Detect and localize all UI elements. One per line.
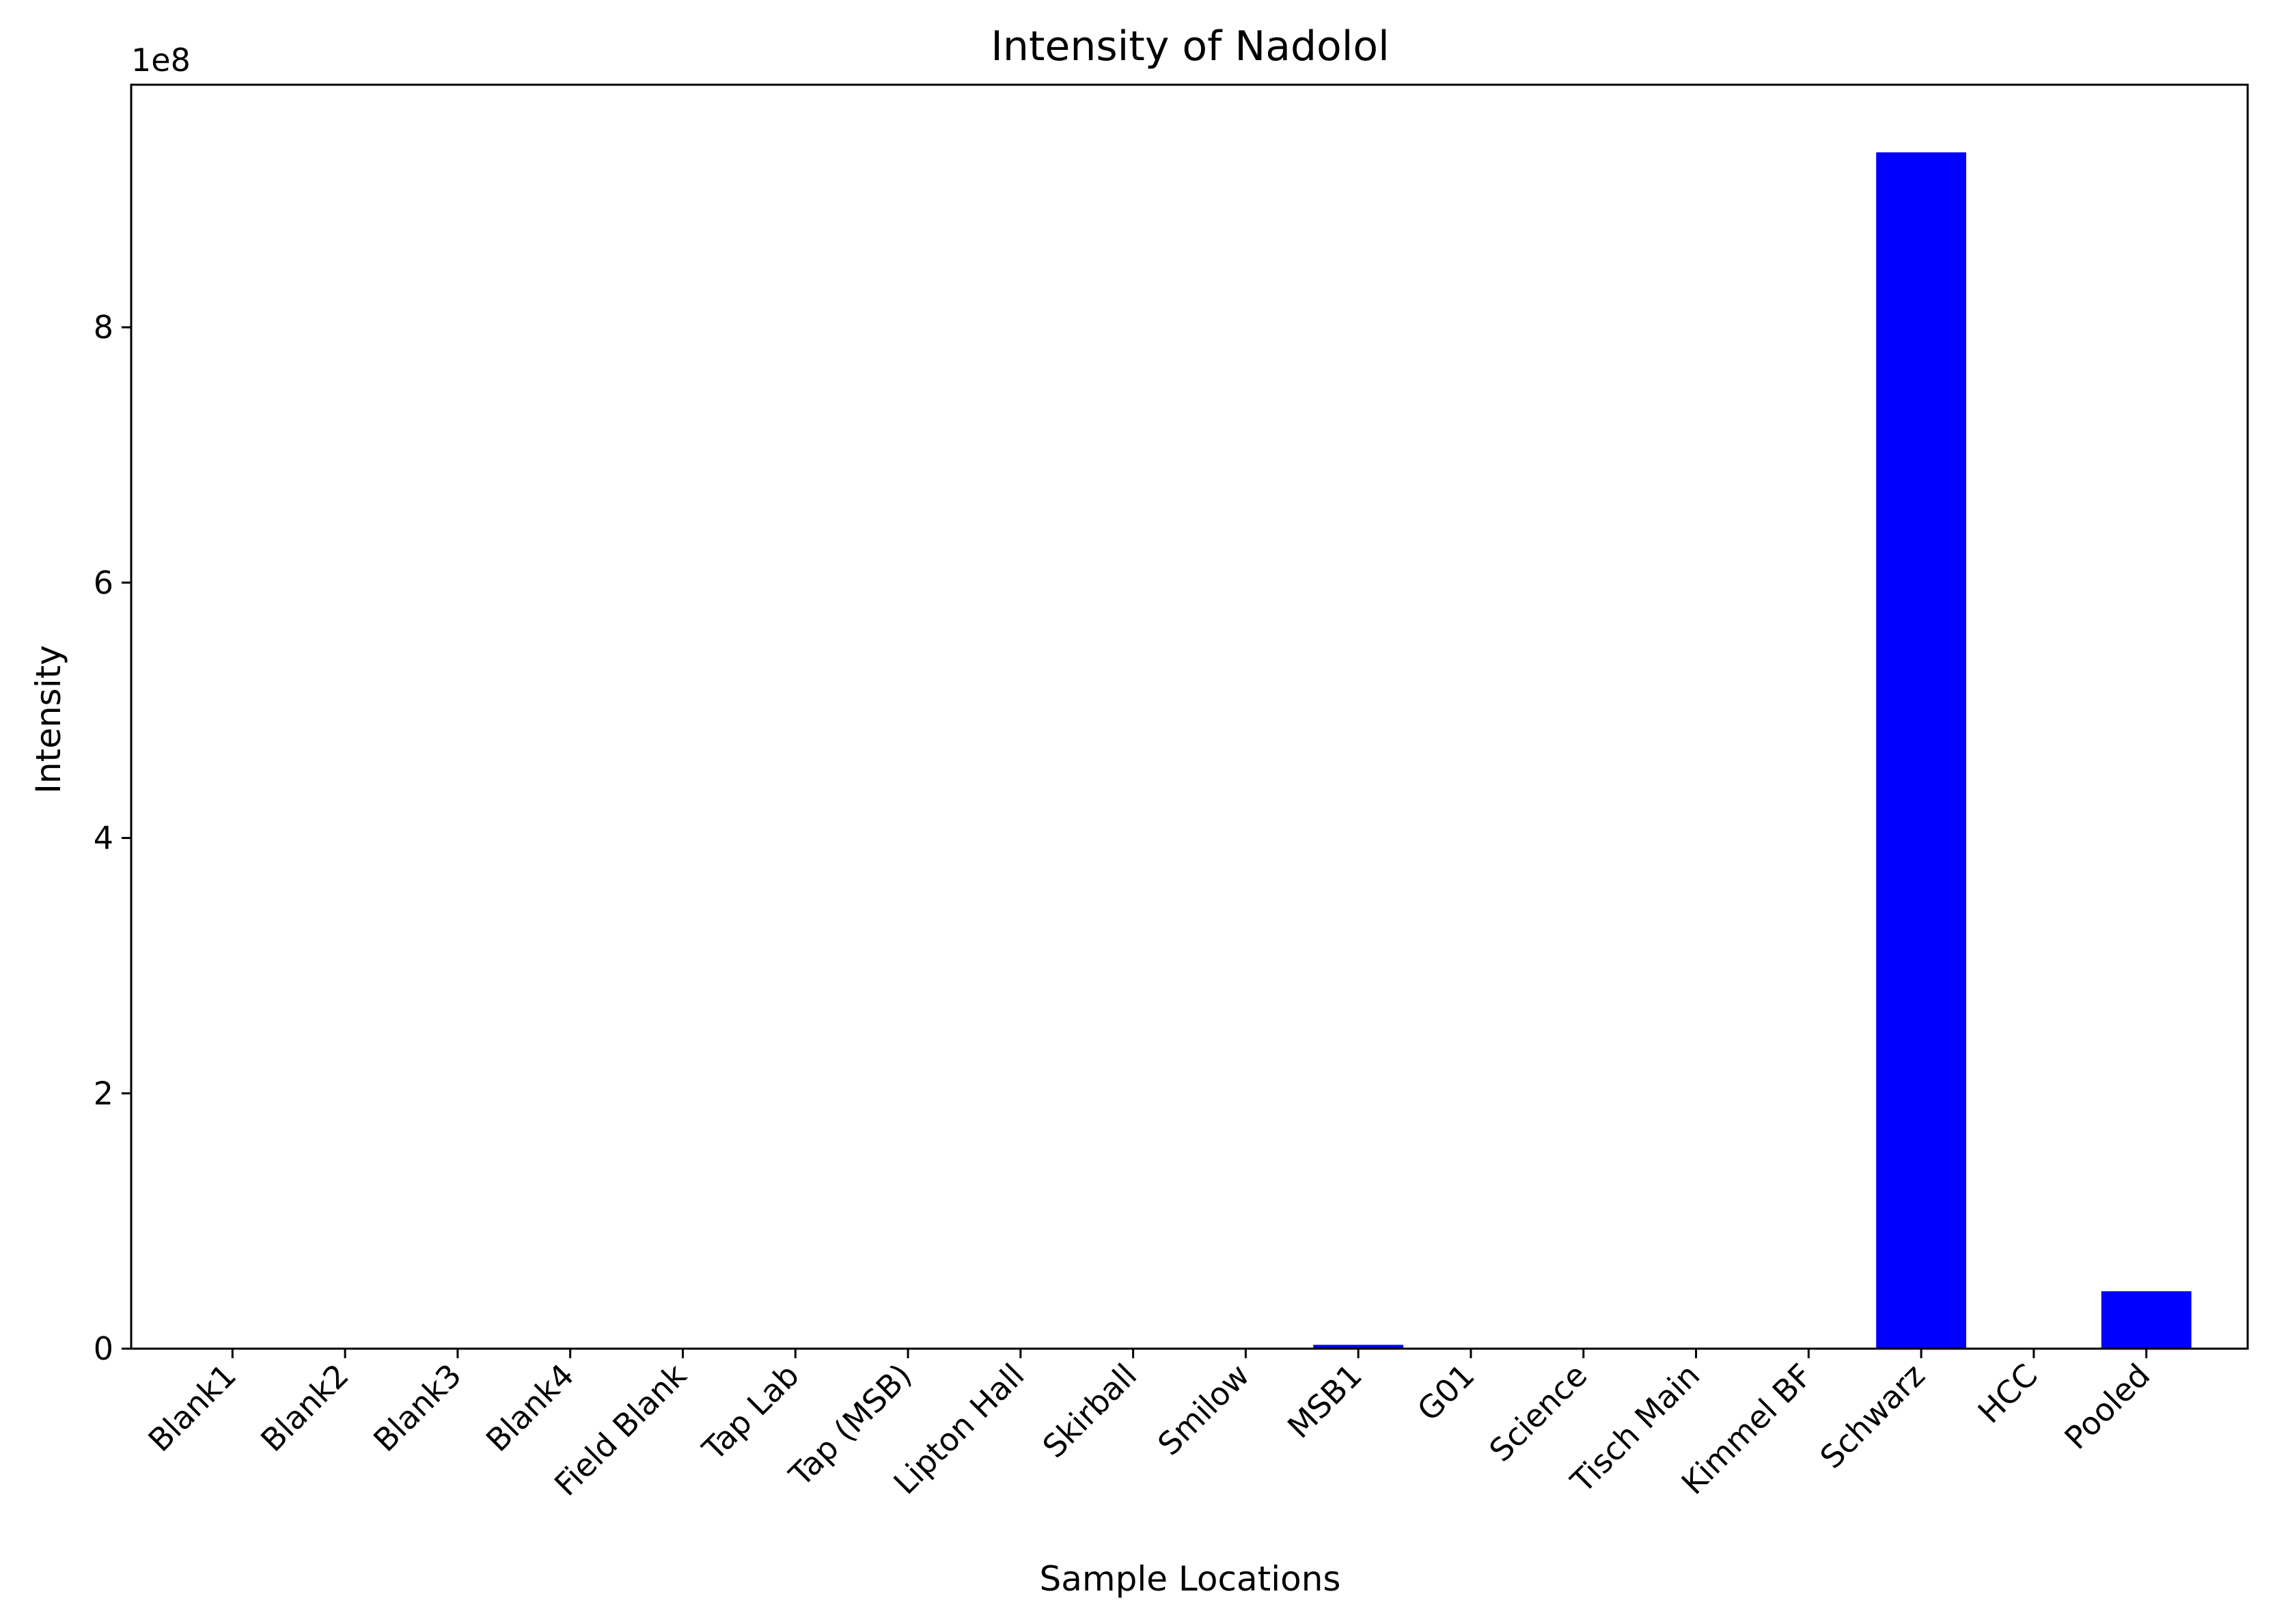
chart-title: Intensity of Nadolol (991, 23, 1390, 70)
bar-schwarz (1876, 152, 1966, 1349)
bars-group (1313, 152, 2192, 1349)
plot-frame (130, 83, 2249, 1350)
bar-pooled (2101, 1291, 2192, 1349)
y-ticks-group: 0 2 4 6 8 (94, 309, 131, 1367)
y-tick-label: 8 (94, 309, 113, 346)
y-tick-label: 4 (94, 820, 113, 857)
y-multiplier-label: 1e8 (131, 42, 191, 79)
y-tick-label: 2 (94, 1075, 113, 1112)
x-axis-label: Sample Locations (1040, 1559, 1341, 1599)
y-tick-label: 0 (94, 1330, 113, 1367)
y-axis-label: Intensity (29, 645, 68, 794)
y-tick-label: 6 (94, 564, 113, 601)
bar-msb1 (1313, 1345, 1404, 1349)
